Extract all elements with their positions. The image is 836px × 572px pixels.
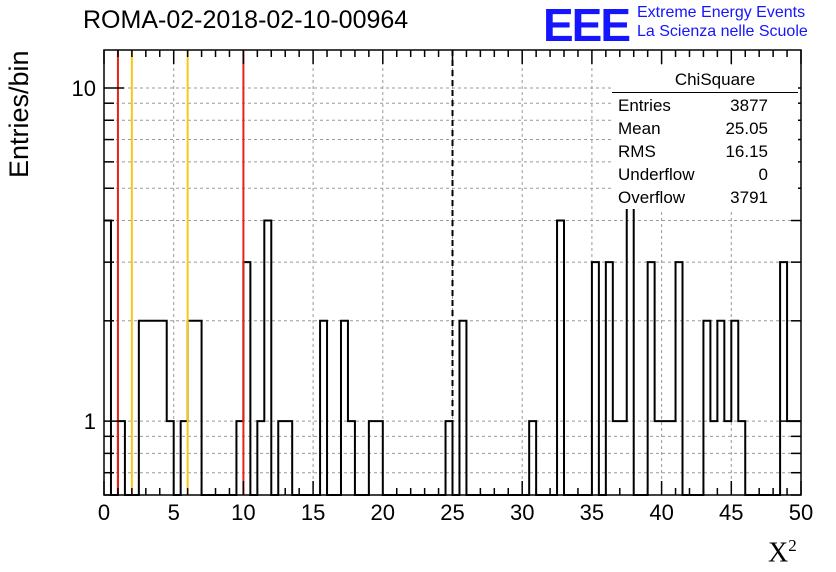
stats-value: 16.15 xyxy=(725,142,768,161)
x-tick-label: 20 xyxy=(371,500,395,525)
stats-row-underflow: Underflow 0 xyxy=(612,163,798,186)
x-tick-label: 10 xyxy=(231,500,255,525)
reference-lines xyxy=(116,50,454,495)
x-axis-label: X2 xyxy=(768,536,797,569)
x-tick-label: 5 xyxy=(168,500,180,525)
y-tick-label: 10 xyxy=(72,76,96,101)
stats-row-overflow: Overflow 3791 xyxy=(612,186,798,209)
stats-label: Mean xyxy=(618,119,661,138)
stats-row-entries: Entries 3877 xyxy=(612,94,798,117)
x-tick-label: 0 xyxy=(98,500,110,525)
stats-label: Underflow xyxy=(618,165,695,184)
y-tick-label: 1 xyxy=(84,409,96,434)
x-tick-label: 25 xyxy=(440,500,464,525)
x-tick-label: 30 xyxy=(510,500,534,525)
stats-row-mean: Mean 25.05 xyxy=(612,117,798,140)
stats-value: 25.05 xyxy=(725,119,768,138)
stats-value: 3791 xyxy=(730,188,768,207)
logo-line-1: Extreme Energy Events xyxy=(637,4,806,21)
chart-title: ROMA-02-2018-02-10-00964 xyxy=(83,6,409,34)
y-axis-label: Entries/bin xyxy=(4,50,34,178)
x-tick-label: 45 xyxy=(719,500,743,525)
stats-box: ChiSquare Entries 3877 Mean 25.05 RMS 16.15… xyxy=(612,68,798,209)
x-tick-label: 35 xyxy=(580,500,604,525)
eee-logo: EEE xyxy=(543,0,631,51)
stats-label: RMS xyxy=(618,142,656,161)
logo-line-2: La Scienza nelle Scuole xyxy=(637,23,808,40)
stats-value: 3877 xyxy=(730,96,768,115)
stats-row-rms: RMS 16.15 xyxy=(612,140,798,163)
x-tick-label: 40 xyxy=(649,500,673,525)
stats-value: 0 xyxy=(758,165,768,184)
x-tick-label: 50 xyxy=(789,500,813,525)
stats-label: Overflow xyxy=(618,188,686,207)
stats-title: ChiSquare xyxy=(612,68,798,93)
x-tick-label: 15 xyxy=(301,500,325,525)
stats-label: Entries xyxy=(618,96,671,115)
tick-labels: 0 5 10 15 20 25 30 35 40 45 50 1 10 xyxy=(72,76,814,525)
